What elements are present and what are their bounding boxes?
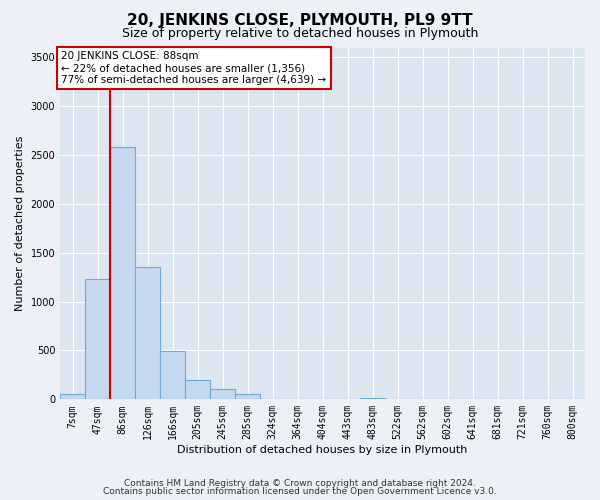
Bar <box>60 394 85 400</box>
Text: 20, JENKINS CLOSE, PLYMOUTH, PL9 9TT: 20, JENKINS CLOSE, PLYMOUTH, PL9 9TT <box>127 12 473 28</box>
Bar <box>185 380 210 400</box>
Text: Contains HM Land Registry data © Crown copyright and database right 2024.: Contains HM Land Registry data © Crown c… <box>124 478 476 488</box>
Text: Contains public sector information licensed under the Open Government Licence v3: Contains public sector information licen… <box>103 487 497 496</box>
Bar <box>360 398 385 400</box>
Bar <box>210 388 235 400</box>
Bar <box>85 279 110 400</box>
Text: Size of property relative to detached houses in Plymouth: Size of property relative to detached ho… <box>122 28 478 40</box>
X-axis label: Distribution of detached houses by size in Plymouth: Distribution of detached houses by size … <box>178 445 468 455</box>
Y-axis label: Number of detached properties: Number of detached properties <box>15 136 25 311</box>
Bar <box>160 352 185 400</box>
Bar <box>235 394 260 400</box>
Bar <box>135 268 160 400</box>
Bar <box>110 147 135 400</box>
Text: 20 JENKINS CLOSE: 88sqm
← 22% of detached houses are smaller (1,356)
77% of semi: 20 JENKINS CLOSE: 88sqm ← 22% of detache… <box>61 52 326 84</box>
Bar <box>260 398 285 400</box>
